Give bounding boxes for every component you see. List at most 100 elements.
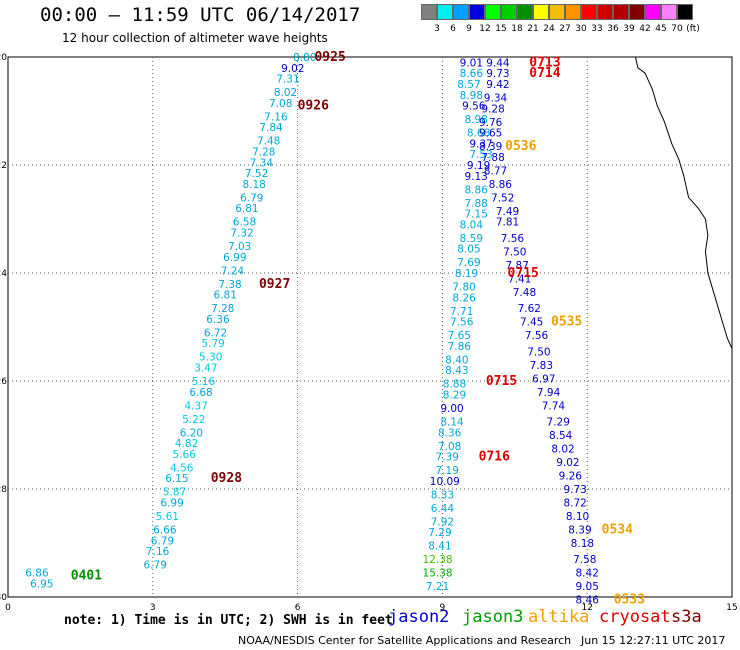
wave-height-value: 7.31 [276, 74, 299, 86]
wave-height-value: 7.50 [503, 246, 526, 258]
wave-height-value: 8.68 [467, 128, 490, 140]
wave-height-value: 8.59 [460, 233, 483, 245]
wave-height-value: 7.41 [508, 273, 531, 285]
legend-swatch [645, 4, 661, 20]
wave-height-value: 9.37 [469, 138, 492, 150]
wave-height-value: 8.43 [445, 365, 468, 377]
wave-height-value: 4.56 [170, 462, 194, 474]
pass-time-label: 0535 [551, 315, 582, 330]
wave-height-value: 7.65 [448, 330, 471, 342]
y-tick-label: -20 [0, 53, 7, 63]
legend-swatch [581, 4, 597, 20]
wave-height-value: 8.86 [464, 184, 488, 196]
wave-height-value: 5.16 [192, 376, 216, 388]
wave-height-value: 5.66 [172, 449, 196, 461]
wave-height-value: 9.65 [479, 128, 502, 140]
wave-height-value: 6.97 [532, 373, 555, 385]
wave-height-value: 9.42 [486, 79, 509, 91]
wave-height-value: 7.45 [520, 317, 543, 329]
x-tick-label: 3 [150, 603, 156, 613]
coastline [634, 56, 733, 349]
wave-height-value: 7.19 [436, 465, 459, 477]
wave-height-value: 7.49 [496, 206, 519, 218]
wave-height-value: 6.81 [214, 290, 237, 302]
wave-height-value: 6.20 [180, 427, 203, 439]
wave-height-value: 7.94 [537, 387, 561, 399]
wave-height-value: 8.66 [460, 68, 484, 80]
wave-height-value: 6.36 [206, 314, 230, 326]
wave-height-value: 7.62 [518, 303, 541, 315]
wave-height-value: 9.02 [556, 457, 579, 469]
wave-height-value: 7.87 [506, 260, 529, 272]
wave-height-value: 7.58 [573, 554, 596, 566]
satellite-name-cryosat: cryosat [599, 607, 671, 627]
wave-height-value: 9.73 [486, 68, 509, 80]
generated-timestamp: Jun 15 12:27:11 UTC 2017 [581, 634, 726, 647]
wave-height-value: 7.56 [450, 317, 474, 329]
pass-time-label: 0927 [259, 277, 290, 292]
wave-height-value: 3.47 [194, 363, 217, 375]
wave-height-value: 8.33 [431, 489, 454, 501]
x-tick-label: 6 [295, 603, 301, 613]
legend-swatch [597, 4, 613, 20]
units-note: note: 1) Time is in UTC; 2) SWH is in fe… [64, 613, 393, 628]
wave-height-value: 5.22 [182, 414, 205, 426]
wave-height-value: 7.28 [211, 303, 234, 315]
pass-time-label: 0713 [529, 55, 560, 70]
wave-height-value: 9.73 [563, 484, 586, 496]
wave-height-value: 9.44 [486, 57, 510, 69]
wave-height-value: 8.19 [455, 268, 478, 280]
wave-height-value: 7.88 [481, 152, 504, 164]
wave-height-value: 8.02 [551, 444, 574, 456]
wave-height-value: 15.38 [423, 568, 453, 580]
wave-height-value: 7.52 [245, 168, 268, 180]
wave-height-value: 8.39 [568, 525, 591, 537]
legend-label: 15 [495, 24, 507, 34]
wave-height-value: 7.84 [259, 122, 283, 134]
wave-height-value: 8.98 [460, 90, 483, 102]
satellite-name-altika: altika [528, 607, 590, 627]
wave-height-value: 6.72 [204, 327, 227, 339]
legend-label: 39 [623, 24, 635, 34]
wave-height-value: 7.29 [547, 417, 570, 429]
x-tick-label: 12 [581, 603, 592, 613]
wave-height-value: 9.00 [440, 403, 463, 415]
page-title: 00:00 – 11:59 UTC 06/14/2017 [40, 4, 361, 26]
pass-time-label: 0401 [71, 568, 102, 583]
legend-label: 24 [543, 24, 555, 34]
map-frame [7, 56, 733, 598]
legend-swatch [501, 4, 517, 20]
pass-time-label: 0533 [614, 593, 645, 608]
wave-height-value: 7.38 [218, 279, 241, 291]
x-tick-label: 0 [5, 603, 11, 613]
wave-height-value: 8.77 [484, 165, 507, 177]
wave-height-value: 7.80 [452, 282, 475, 294]
y-tick-label: -22 [0, 161, 7, 171]
legend-swatch [517, 4, 533, 20]
wave-height-value: 7.92 [431, 516, 454, 528]
y-tick-label: -28 [0, 485, 7, 495]
legend-swatch [677, 4, 693, 20]
wave-height-value: 8.86 [489, 179, 513, 191]
satellite-name-jason3: jason3 [462, 607, 524, 627]
pass-time-label: 0925 [314, 50, 345, 65]
wave-height-value: 7.08 [438, 441, 461, 453]
legend-swatch [469, 4, 485, 20]
wave-height-value: 5.79 [201, 338, 224, 350]
wave-height-value: 8.39 [479, 141, 502, 153]
wave-height-value: 6.79 [240, 192, 263, 204]
wave-height-value: 7.08 [269, 98, 292, 110]
wave-height-value: 8.14 [440, 417, 464, 429]
pass-time-label: 0715 [508, 266, 539, 281]
wave-height-value: 8.05 [457, 244, 480, 256]
wave-height-value: 8.02 [274, 87, 297, 99]
wave-height-value: 6.66 [153, 525, 177, 537]
wave-height-value: 4.37 [185, 400, 208, 412]
legend-label: 6 [450, 24, 456, 34]
wave-height-value: 9.34 [484, 93, 508, 105]
wave-height-value: 9.02 [281, 63, 304, 75]
wave-height-value: 7.53 [469, 149, 492, 161]
wave-height-value: 6.99 [223, 252, 246, 264]
legend-label: 18 [511, 24, 523, 34]
